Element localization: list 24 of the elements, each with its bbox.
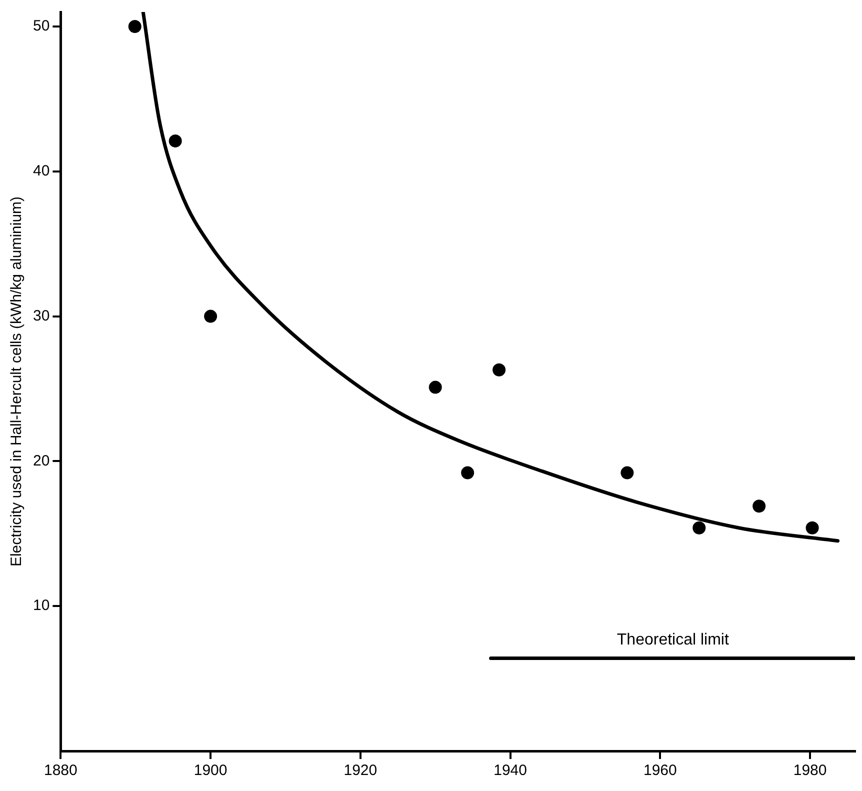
- x-tick-label: 1940: [494, 762, 527, 780]
- x-tick-label: 1960: [643, 762, 677, 780]
- y-tick-label: 40: [32, 162, 50, 180]
- series-label: Theoretical limit: [616, 632, 730, 649]
- point: [620, 466, 634, 480]
- point: [168, 134, 182, 148]
- point: [806, 521, 819, 534]
- y-tick-label: 20: [32, 452, 50, 470]
- point: [492, 363, 506, 376]
- y-tick-label: 30: [32, 307, 50, 324]
- point: [428, 380, 442, 394]
- y-tick-label: 10: [32, 597, 50, 614]
- point: [752, 500, 766, 513]
- y-tick-label: 50: [32, 18, 50, 35]
- line-series: [141, 12, 840, 543]
- x-tick-label: 1880: [44, 762, 78, 780]
- point: [204, 310, 218, 323]
- point: [692, 521, 706, 534]
- y-axis-title: Electricity used in Hall-Hercult cells (kWh/kg aluminium): [8, 196, 26, 567]
- point: [128, 20, 142, 33]
- x-tick-label: 1980: [793, 762, 827, 780]
- x-tick-label: 1900: [194, 762, 228, 780]
- x-tick-label: 1920: [344, 762, 378, 780]
- point: [461, 466, 474, 480]
